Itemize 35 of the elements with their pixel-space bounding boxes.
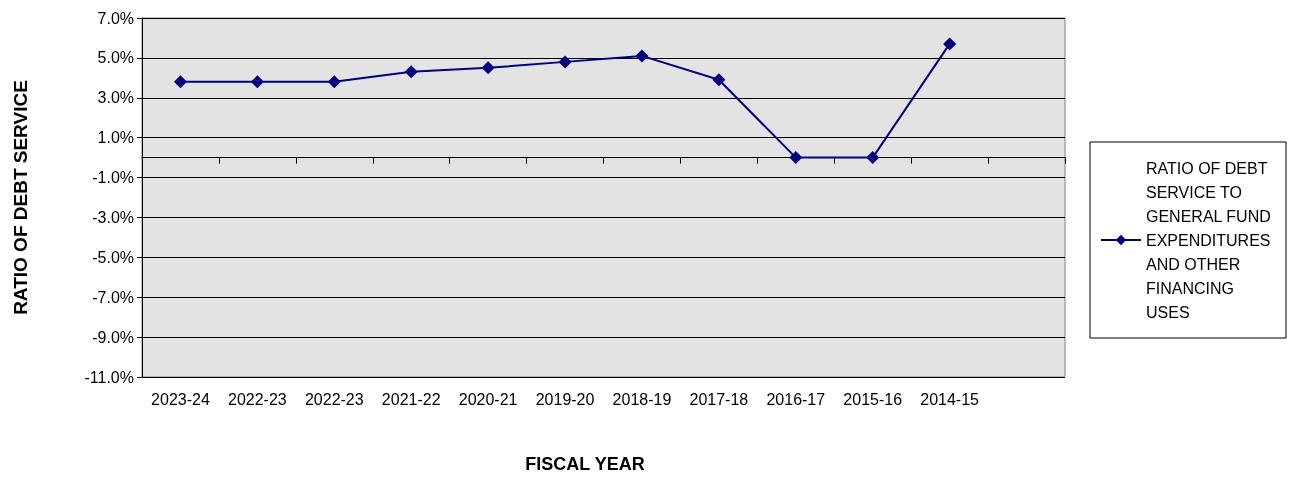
y-tick-label: -7.0% xyxy=(92,288,134,306)
y-tick-label: 7.0% xyxy=(97,9,134,27)
y-tick-label: 3.0% xyxy=(97,89,134,107)
point xyxy=(404,65,418,79)
x-tick-label: 2015-16 xyxy=(843,390,903,408)
y-tick-label: -11.0% xyxy=(84,368,134,386)
point xyxy=(789,151,803,165)
x-tick-label: 2019-20 xyxy=(535,390,595,408)
y-tick-label: -3.0% xyxy=(92,208,134,226)
point xyxy=(173,75,187,89)
y-tick-label: 5.0% xyxy=(97,49,134,67)
point xyxy=(558,55,572,69)
point xyxy=(481,61,495,75)
x-tick-label: 2023-24 xyxy=(151,390,210,408)
y-tick-label: -9.0% xyxy=(92,328,134,346)
x-tick-label: 2020-21 xyxy=(458,390,518,408)
x-tick-label: 2022-23 xyxy=(228,390,287,408)
y-tick-label: -5.0% xyxy=(92,248,134,266)
y-axis-title: RATIO OF DEBT SERVICE xyxy=(10,80,31,315)
y-tick-label: 1.0% xyxy=(97,129,134,147)
point xyxy=(943,37,957,51)
point xyxy=(866,151,880,165)
x-axis-title: FISCAL YEAR xyxy=(525,454,645,474)
x-tick-label: 2022-23 xyxy=(304,390,364,408)
point xyxy=(712,73,726,87)
x-tick-label: 2021-22 xyxy=(381,390,441,408)
point xyxy=(250,75,264,89)
x-tick-label: 2014-15 xyxy=(920,390,980,408)
y-tick-label: -1.0% xyxy=(92,169,134,187)
legend-label: RATIO OF DEBT SERVICE TO GENERAL FUND EXPENDITURES AND OTHER FINANCING USES xyxy=(1146,159,1276,321)
x-tick-label: 2018-19 xyxy=(612,390,672,408)
x-tick-label: 2016-17 xyxy=(766,390,826,408)
point xyxy=(327,75,341,89)
x-tick-label: 2017-18 xyxy=(689,390,749,408)
point xyxy=(635,49,649,63)
